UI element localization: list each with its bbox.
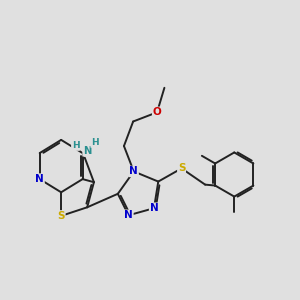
Text: O: O [153, 107, 161, 117]
Text: N: N [124, 210, 133, 220]
Text: N: N [129, 167, 138, 176]
Text: N: N [83, 146, 92, 156]
Text: H: H [91, 138, 99, 147]
Text: N: N [150, 203, 158, 213]
Text: S: S [57, 211, 65, 221]
Text: S: S [178, 164, 185, 173]
Text: N: N [35, 174, 44, 184]
Text: H: H [72, 141, 80, 150]
